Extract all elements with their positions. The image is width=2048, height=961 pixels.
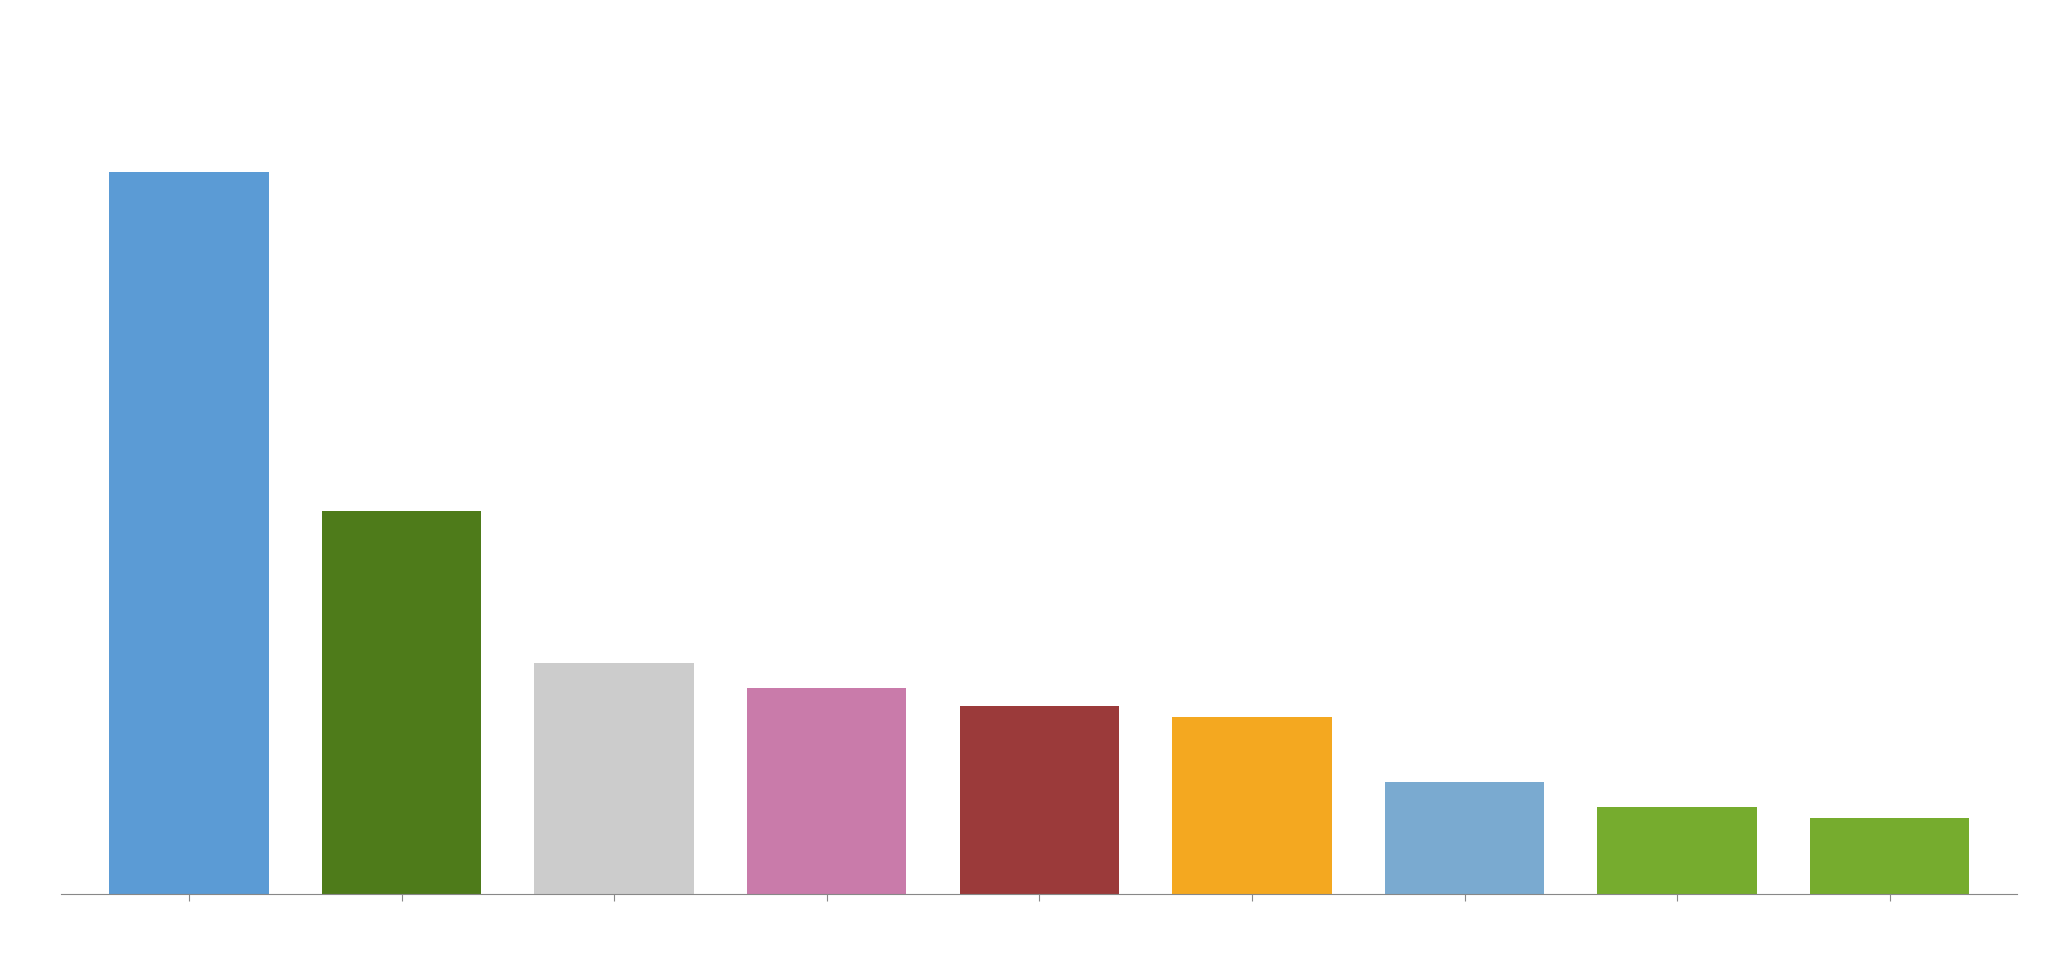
- Bar: [109, 173, 268, 894]
- Bar: [1597, 807, 1757, 894]
- Bar: [1810, 818, 1970, 894]
- Bar: [1171, 717, 1331, 894]
- Bar: [748, 688, 907, 894]
- Bar: [1384, 782, 1544, 894]
- Bar: [535, 663, 694, 894]
- Bar: [961, 706, 1118, 894]
- Bar: [322, 512, 481, 894]
